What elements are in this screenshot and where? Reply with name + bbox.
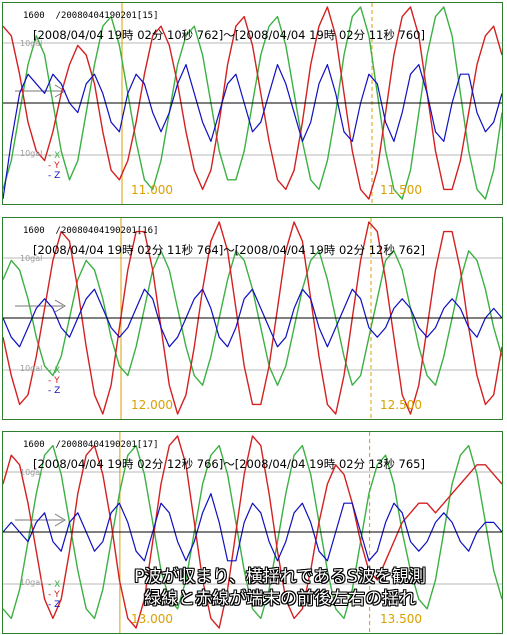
series-line-y <box>3 435 502 629</box>
waveform-plot-3 <box>3 432 502 633</box>
y-top-label: 10gal <box>20 39 43 48</box>
time-tick-label-2: 11.500 <box>380 183 422 197</box>
legend-y: - Y <box>48 376 60 386</box>
time-tick-label-1: 11.000 <box>131 183 173 197</box>
y-bottom-label: 10gal <box>20 149 43 158</box>
time-tick-label-2: 13.500 <box>380 612 422 626</box>
legend-z: - Z <box>48 171 61 181</box>
waveform-panel-1: 1600 /20080404190201[15] [2008/04/04 19時… <box>2 2 503 205</box>
y-bottom-label: 10gal <box>20 578 43 587</box>
record-id: /20080404190201[16] <box>55 226 159 236</box>
caption-line-1: P波が収まり、横揺れであるS波を観測 <box>134 567 426 587</box>
series-line-y <box>3 221 502 415</box>
record-header: 1600 /20080404190201[15] <box>23 11 158 21</box>
waveform-panel-3: 1600 /20080404190201[17] [2008/04/04 19時… <box>2 431 503 634</box>
series-line-x <box>3 444 502 620</box>
record-header: 1600 /20080404190201[17] <box>23 440 158 450</box>
series-line-y <box>3 6 502 200</box>
legend-x: - X <box>48 580 61 590</box>
series-line-z <box>3 288 502 348</box>
waveform-panel-2: 1600 /20080404190201[16] [2008/04/04 19時… <box>2 217 503 420</box>
legend-z: - Z <box>48 386 61 396</box>
record-id: /20080404190201[15] <box>55 11 159 21</box>
y-top-label: 10gal <box>20 254 43 263</box>
record-id: /20080404190201[17] <box>55 440 159 450</box>
y-bottom-label: 10gal <box>20 364 43 373</box>
caption-line-2: 緑線と赤線が端末の前後左右の揺れ <box>144 589 416 609</box>
legend-x: - X <box>48 366 61 376</box>
legend-y: - Y <box>48 161 60 171</box>
time-range-label: [2008/04/04 19時 02分 10秒 762]～[2008/04/04… <box>33 28 425 42</box>
legend-y: - Y <box>48 590 60 600</box>
channel-label: 1600 <box>23 440 45 450</box>
time-tick-label-2: 12.500 <box>380 398 422 412</box>
legend-x: - X <box>48 151 61 161</box>
channel-label: 1600 <box>23 11 45 21</box>
channel-label: 1600 <box>23 226 45 236</box>
record-header: 1600 /20080404190201[16] <box>23 226 158 236</box>
waveform-plot-2 <box>3 218 502 419</box>
legend-z: - Z <box>48 600 61 610</box>
annotation-caption: P波が収まり、横揺れであるS波を観測 緑線と赤線が端末の前後左右の揺れ <box>60 566 500 610</box>
y-top-label: 10gal <box>20 468 43 477</box>
time-tick-label-1: 12.000 <box>131 398 173 412</box>
time-range-label: [2008/04/04 19時 02分 12秒 766]～[2008/04/04… <box>33 457 425 471</box>
series-line-z <box>3 64 502 200</box>
time-tick-label-1: 13.000 <box>131 612 173 626</box>
waveform-plot-1 <box>3 3 502 204</box>
time-range-label: [2008/04/04 19時 02分 11秒 764]～[2008/04/04… <box>33 243 425 257</box>
direction-arrow <box>15 513 66 527</box>
direction-arrow <box>15 299 66 313</box>
